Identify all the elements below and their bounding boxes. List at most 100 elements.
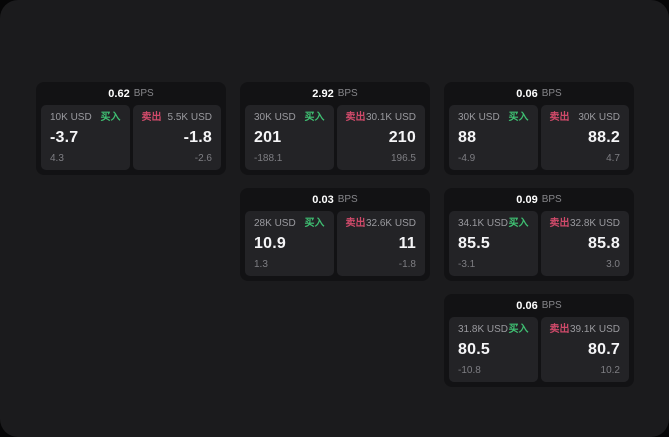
sell-amount: 30.1K USD: [365, 112, 416, 123]
sell-tile[interactable]: 卖出 32.6K USD 11 -1.8: [336, 211, 425, 276]
bps-unit-label: BPS: [541, 300, 562, 311]
sell-label: 卖出: [549, 112, 570, 123]
quote-tiles: 30K USD 买入 201 -188.1 卖出 30.1K USD 210 1…: [240, 105, 430, 175]
buy-sub-value: -188.1: [254, 153, 283, 164]
bps-header: 0.62 BPS: [36, 82, 226, 105]
buy-sub-value: -10.8: [458, 365, 481, 376]
sell-tile-header: 卖出 32.8K USD: [550, 218, 621, 229]
buy-price: 85.5: [458, 235, 490, 252]
buy-sub-value: 4.3: [50, 153, 64, 164]
sell-amount: 39.1K USD: [569, 324, 620, 335]
buy-price: -3.7: [50, 129, 79, 146]
bps-header: 0.06 BPS: [444, 294, 634, 317]
quote-card-grid: 0.62 BPS 10K USD 买入 -3.7 4.3 卖出 5.5K USD: [36, 82, 634, 387]
bps-unit-label: BPS: [337, 194, 358, 205]
quote-tiles: 10K USD 买入 -3.7 4.3 卖出 5.5K USD -1.8 -2.…: [36, 105, 226, 175]
buy-label: 买入: [508, 218, 529, 229]
buy-price: 201: [254, 129, 282, 146]
bps-header: 0.03 BPS: [240, 188, 430, 211]
quote-tiles: 28K USD 买入 10.9 1.3 卖出 32.6K USD 11 -1.8: [240, 211, 430, 281]
buy-tile-header: 31.8K USD 买入: [458, 324, 529, 335]
buy-sub-value: -4.9: [458, 153, 476, 164]
bps-unit-label: BPS: [541, 88, 562, 99]
bps-unit-label: BPS: [337, 88, 358, 99]
bps-header: 0.09 BPS: [444, 188, 634, 211]
buy-tile[interactable]: 30K USD 买入 88 -4.9: [449, 105, 538, 170]
buy-tile-header: 30K USD 买入: [254, 112, 325, 123]
buy-tile-header: 30K USD 买入: [458, 112, 529, 123]
buy-tile-header: 28K USD 买入: [254, 218, 325, 229]
sell-tile-header: 卖出 5.5K USD: [142, 112, 213, 123]
buy-amount: 30K USD: [458, 112, 500, 123]
sell-sub-value: -2.6: [194, 153, 212, 164]
sell-tile[interactable]: 卖出 39.1K USD 80.7 10.2: [540, 317, 629, 382]
buy-tile[interactable]: 30K USD 买入 201 -188.1: [245, 105, 334, 170]
sell-amount: 32.8K USD: [569, 218, 620, 229]
buy-price: 88: [458, 129, 477, 146]
quote-tiles: 34.1K USD 买入 85.5 -3.1 卖出 32.8K USD 85.8…: [444, 211, 634, 281]
sell-label: 卖出: [141, 112, 162, 123]
sell-price: 210: [388, 129, 416, 146]
sell-sub-value: 3.0: [606, 259, 620, 270]
sell-label: 卖出: [345, 218, 366, 229]
buy-label: 买入: [508, 112, 529, 123]
buy-label: 买入: [304, 218, 325, 229]
quote-tiles: 31.8K USD 买入 80.5 -10.8 卖出 39.1K USD 80.…: [444, 317, 634, 387]
quote-card: 0.06 BPS 30K USD 买入 88 -4.9 卖出 30K USD: [444, 82, 634, 175]
sell-label: 卖出: [345, 112, 366, 123]
sell-label: 卖出: [549, 218, 570, 229]
buy-label: 买入: [508, 324, 529, 335]
bps-value: 0.62: [108, 87, 130, 100]
bps-value: 2.92: [312, 87, 334, 100]
buy-amount: 31.8K USD: [458, 324, 509, 335]
buy-label: 买入: [100, 112, 121, 123]
buy-tile-header: 10K USD 买入: [50, 112, 121, 123]
buy-sub-value: 1.3: [254, 259, 268, 270]
sell-amount: 30K USD: [578, 112, 620, 123]
sell-price: 80.7: [588, 341, 620, 358]
buy-amount: 10K USD: [50, 112, 92, 123]
sell-tile[interactable]: 卖出 32.8K USD 85.8 3.0: [540, 211, 629, 276]
buy-sub-value: -3.1: [458, 259, 476, 270]
buy-tile[interactable]: 34.1K USD 买入 85.5 -3.1: [449, 211, 538, 276]
sell-price: -1.8: [183, 129, 212, 146]
sell-tile-header: 卖出 30K USD: [550, 112, 621, 123]
buy-tile[interactable]: 10K USD 买入 -3.7 4.3: [41, 105, 130, 170]
sell-price: 88.2: [588, 129, 620, 146]
bps-value: 0.06: [516, 299, 538, 312]
quote-card: 0.62 BPS 10K USD 买入 -3.7 4.3 卖出 5.5K USD: [36, 82, 226, 175]
buy-price: 10.9: [254, 235, 286, 252]
bps-header: 0.06 BPS: [444, 82, 634, 105]
buy-tile[interactable]: 28K USD 买入 10.9 1.3: [245, 211, 334, 276]
sell-price: 11: [398, 235, 416, 252]
quote-card: 2.92 BPS 30K USD 买入 201 -188.1 卖出 30.1K …: [240, 82, 430, 175]
sell-tile-header: 卖出 30.1K USD: [346, 112, 417, 123]
sell-sub-value: -1.8: [398, 259, 416, 270]
sell-tile[interactable]: 卖出 5.5K USD -1.8 -2.6: [132, 105, 221, 170]
buy-amount: 34.1K USD: [458, 218, 509, 229]
sell-amount: 5.5K USD: [167, 112, 212, 123]
quote-tiles: 30K USD 买入 88 -4.9 卖出 30K USD 88.2 4.7: [444, 105, 634, 175]
sell-tile-header: 卖出 39.1K USD: [550, 324, 621, 335]
sell-tile[interactable]: 卖出 30.1K USD 210 196.5: [336, 105, 425, 170]
sell-amount: 32.6K USD: [365, 218, 416, 229]
buy-amount: 28K USD: [254, 218, 296, 229]
quote-card: 0.03 BPS 28K USD 买入 10.9 1.3 卖出 32.6K US…: [240, 188, 430, 281]
buy-label: 买入: [304, 112, 325, 123]
bps-value: 0.03: [312, 193, 334, 206]
sell-tile-header: 卖出 32.6K USD: [346, 218, 417, 229]
buy-tile-header: 34.1K USD 买入: [458, 218, 529, 229]
sell-sub-value: 10.2: [600, 365, 620, 376]
bps-value: 0.06: [516, 87, 538, 100]
sell-sub-value: 196.5: [390, 153, 416, 164]
bps-value: 0.09: [516, 193, 538, 206]
quote-card: 0.06 BPS 31.8K USD 买入 80.5 -10.8 卖出 39.1…: [444, 294, 634, 387]
buy-tile[interactable]: 31.8K USD 买入 80.5 -10.8: [449, 317, 538, 382]
quote-card: 0.09 BPS 34.1K USD 买入 85.5 -3.1 卖出 32.8K…: [444, 188, 634, 281]
buy-price: 80.5: [458, 341, 490, 358]
bps-unit-label: BPS: [541, 194, 562, 205]
bps-header: 2.92 BPS: [240, 82, 430, 105]
sell-tile[interactable]: 卖出 30K USD 88.2 4.7: [540, 105, 629, 170]
bps-unit-label: BPS: [133, 88, 154, 99]
